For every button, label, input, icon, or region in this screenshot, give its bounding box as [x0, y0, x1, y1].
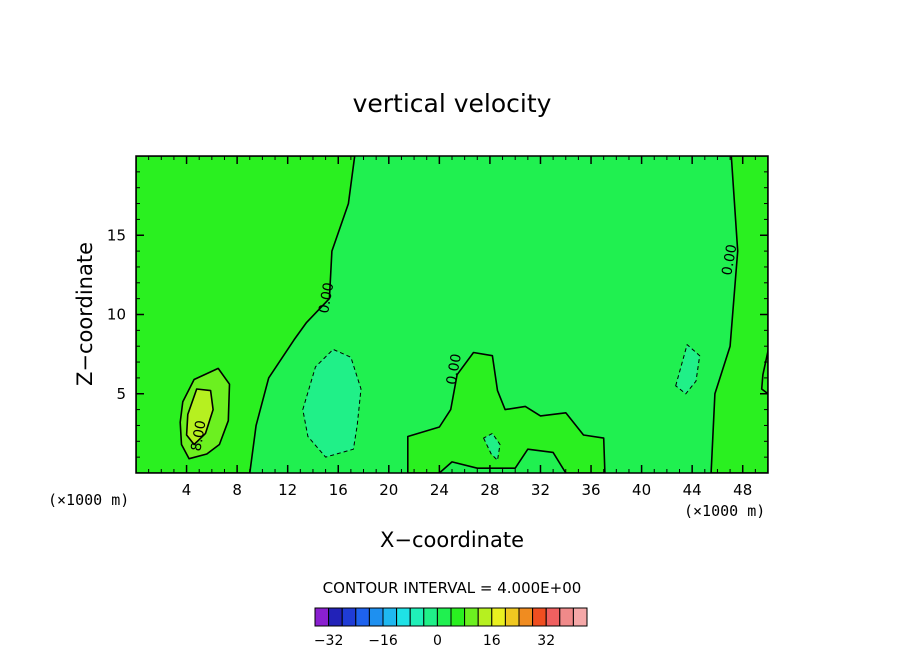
x-tick-label: 4 [182, 481, 192, 499]
x-tick-label: 16 [329, 481, 348, 499]
field-region [675, 344, 701, 395]
colorbar-swatch [504, 607, 520, 627]
colorbar-swatch [368, 607, 384, 627]
x-tick-label: 20 [379, 481, 398, 499]
colorbar-tick-label: 0 [433, 633, 442, 649]
colorbar-swatch [450, 607, 466, 627]
colorbar-swatch [436, 607, 452, 627]
colorbar-swatch [545, 607, 561, 627]
x-tick-label: 44 [683, 481, 702, 499]
x-tick-label: 32 [531, 481, 550, 499]
colorbar-tick-label: 32 [537, 633, 555, 649]
y-tick-label: 15 [107, 226, 126, 244]
shaded-fields [136, 156, 768, 473]
plot-area: 0.000.000.008.00 4 8 12 16 20 24 28 32 36 40 44 48 … [107, 155, 769, 499]
x-tick-label: 24 [430, 481, 449, 499]
field-region [407, 351, 606, 473]
x-axis-label: X−coordinate [380, 528, 524, 552]
contour-label: 0.00 [316, 281, 337, 314]
x-axis-ticks: 4 8 12 16 20 24 28 32 36 40 44 48 [148, 156, 756, 499]
colorbar-swatch [396, 607, 411, 627]
colorbar-swatch [491, 607, 506, 627]
field-region [185, 388, 214, 446]
colorbar-swatch [477, 607, 493, 627]
contour-interval-text: CONTOUR INTERVAL = 4.000E+00 [323, 579, 582, 597]
contour-label: 8.00 [188, 419, 209, 452]
x-tick-label: 12 [278, 481, 297, 499]
colorbar-swatch [572, 607, 588, 627]
field-region [302, 348, 362, 458]
y-axis-ticks: 5 10 15 [107, 171, 768, 458]
y-axis-label: Z−coordinate [73, 242, 97, 386]
colorbar-swatch [518, 607, 534, 627]
chart-title: vertical velocity [353, 89, 552, 118]
colorbar: −32 −16 0 16 32 [314, 607, 588, 649]
x-tick-label: 36 [581, 481, 600, 499]
x-unit-right: (×1000 m) [684, 502, 765, 520]
colorbar-tick-label: −16 [368, 633, 398, 649]
y-tick-label: 5 [116, 385, 126, 403]
x-unit-left: (×1000 m) [48, 491, 129, 509]
field-region [483, 432, 501, 461]
colorbar-swatch [355, 607, 370, 627]
colorbar-swatch [532, 607, 547, 627]
colorbar-swatch [314, 607, 330, 627]
colorbar-swatch [409, 607, 425, 627]
colorbar-swatch [464, 607, 479, 627]
colorbar-tick-label: −32 [314, 633, 344, 649]
colorbar-swatch [341, 607, 357, 627]
colorbar-swatch [328, 607, 343, 627]
colorbar-swatch [423, 607, 438, 627]
field-region [710, 156, 768, 473]
x-tick-label: 48 [733, 481, 752, 499]
contour-label: 0.00 [444, 353, 465, 386]
colorbar-swatch [559, 607, 574, 627]
colorbar-tick-label: 16 [483, 633, 501, 649]
x-tick-label: 40 [632, 481, 651, 499]
y-tick-label: 10 [107, 306, 126, 324]
colorbar-swatch [382, 607, 398, 627]
contour-labels: 0.00 0.00 0.00 8.00 [188, 243, 740, 452]
x-tick-label: 28 [480, 481, 499, 499]
contour-label: 0.00 [719, 243, 740, 276]
x-tick-label: 8 [232, 481, 242, 499]
